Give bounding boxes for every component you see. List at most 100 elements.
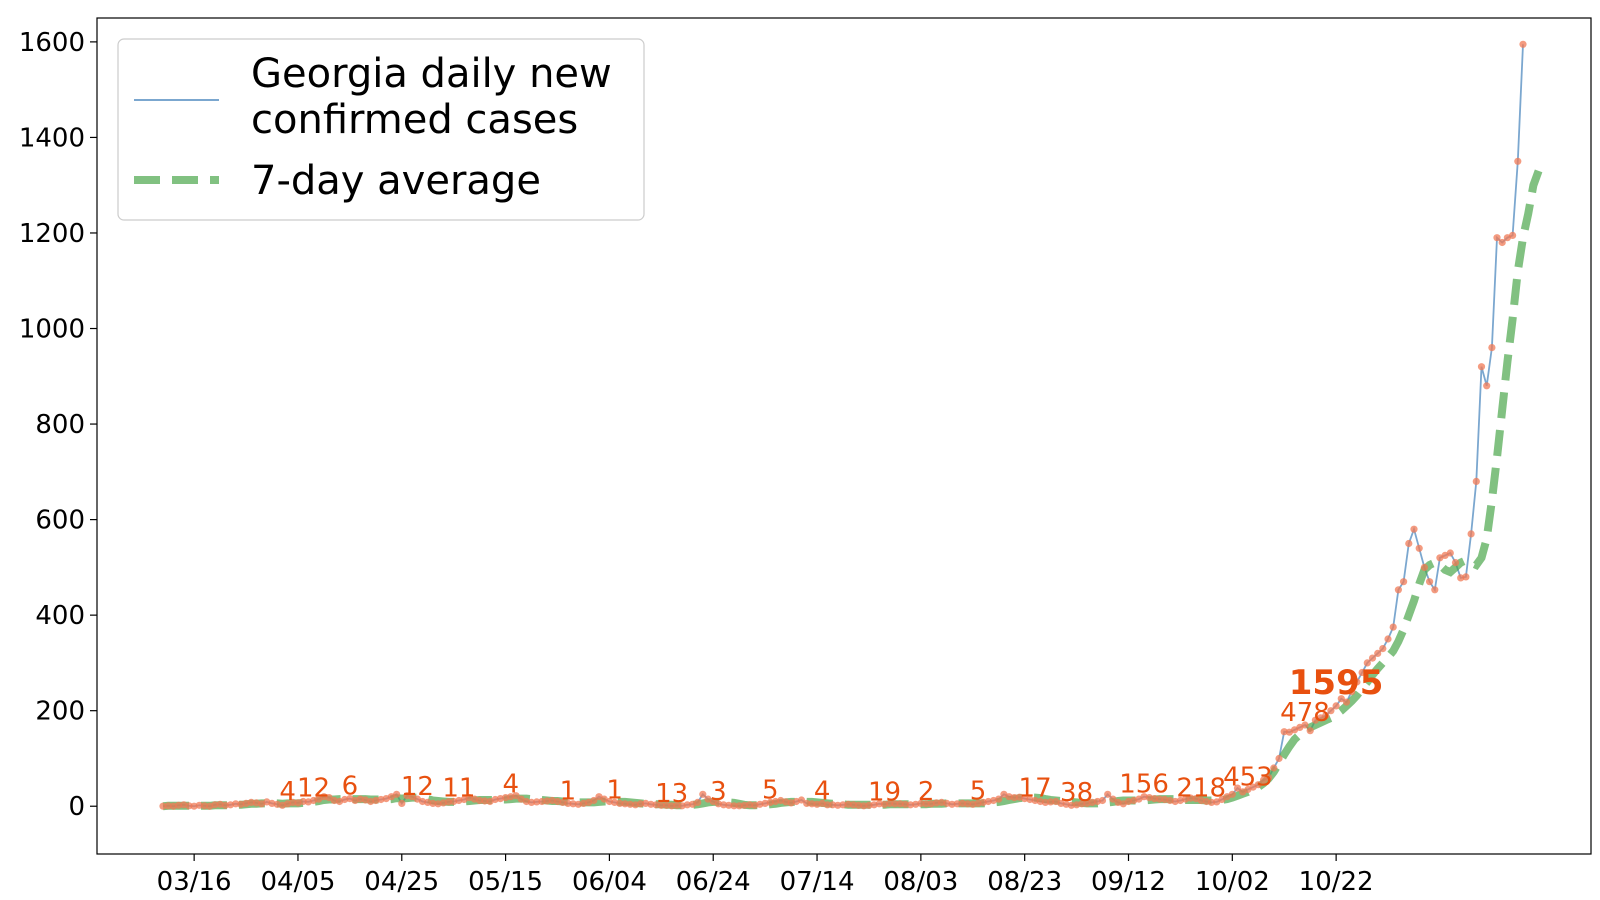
annotation-label: 13: [655, 779, 688, 809]
data-point: [1156, 795, 1164, 803]
data-point: [1078, 800, 1086, 808]
data-point: [1472, 477, 1480, 485]
data-point: [1322, 711, 1330, 720]
data-point: [1280, 728, 1288, 736]
data-point: [1047, 798, 1055, 806]
data-point: [159, 802, 167, 810]
annotation-label: 6: [342, 772, 359, 802]
annotation-label: 4: [814, 776, 831, 806]
data-point: [1254, 781, 1262, 789]
data-point: [1394, 586, 1402, 594]
data-point: [569, 800, 577, 808]
data-point: [1104, 790, 1112, 798]
data-point: [958, 799, 967, 808]
data-point: [1431, 586, 1439, 594]
data-point: [393, 790, 401, 798]
annotation-label: 3: [710, 777, 727, 807]
y-tick-label: 1400: [19, 123, 85, 153]
data-point: [211, 801, 219, 809]
data-point: [803, 799, 811, 808]
x-tick-label: 08/03: [883, 867, 958, 897]
annotation-label: 5: [762, 775, 779, 805]
legend-average-label: 7-day average: [251, 158, 541, 204]
data-point: [720, 801, 728, 809]
annotation-label: 17: [1019, 774, 1052, 804]
data-point: [1400, 578, 1408, 586]
data-point: [860, 802, 868, 810]
data-point: [855, 801, 863, 809]
y-tick-label: 0: [68, 792, 85, 822]
data-point: [1379, 645, 1387, 653]
data-point: [886, 799, 894, 808]
data-point: [1363, 659, 1371, 667]
data-point: [1509, 231, 1517, 239]
annotation-label: 12: [297, 774, 330, 804]
data-point: [476, 796, 484, 805]
data-point: [922, 800, 930, 808]
data-point: [195, 801, 203, 809]
y-tick-label: 400: [35, 601, 85, 631]
data-point: [1389, 623, 1397, 631]
data-point: [1426, 578, 1434, 586]
data-point: [1353, 678, 1361, 686]
data-point: [652, 801, 660, 809]
data-point: [1207, 798, 1216, 807]
data-point: [200, 802, 209, 810]
data-point: [699, 790, 707, 798]
data-point: [849, 801, 858, 809]
x-tick-label: 06/24: [676, 867, 751, 897]
data-point: [896, 800, 904, 808]
data-point: [481, 797, 489, 805]
data-point: [906, 801, 915, 809]
x-tick-label: 09/12: [1091, 867, 1166, 897]
data-point: [1187, 794, 1195, 802]
annotation-label: 1595: [1289, 663, 1384, 703]
data-point: [1275, 754, 1283, 763]
data-point: [1368, 654, 1377, 662]
data-point: [694, 798, 702, 807]
data-point: [175, 801, 183, 809]
data-point: [1451, 559, 1460, 567]
data-point: [740, 801, 749, 809]
data-point: [538, 797, 546, 806]
y-tick-label: 1200: [19, 219, 85, 249]
data-point: [1446, 549, 1454, 557]
x-tick-label: 04/25: [364, 867, 439, 897]
data-point: [1301, 721, 1309, 729]
data-point: [657, 801, 665, 809]
data-point: [932, 799, 941, 807]
x-tick-label: 03/16: [157, 867, 232, 897]
x-tick-label: 08/23: [987, 867, 1062, 897]
data-point: [1270, 764, 1278, 772]
data-point: [662, 801, 671, 809]
data-point: [1493, 234, 1501, 242]
data-point: [527, 798, 536, 807]
annotation-label: 2: [918, 777, 935, 807]
y-tick-label: 600: [35, 506, 85, 536]
data-point: [533, 798, 541, 806]
data-point: [746, 801, 754, 809]
data-point: [1462, 573, 1470, 581]
data-point: [444, 798, 453, 806]
data-point: [995, 795, 1003, 803]
annotation-label: 19: [868, 777, 901, 807]
x-tick-label: 07/14: [780, 867, 855, 897]
data-point: [1467, 530, 1475, 538]
data-point: [232, 800, 240, 808]
data-point: [543, 797, 551, 805]
data-point: [1098, 796, 1107, 805]
plot-frame: [96, 17, 1592, 855]
data-point: [1348, 688, 1356, 696]
data-point: [1010, 794, 1018, 802]
data-point: [829, 801, 837, 809]
x-tick-label: 05/15: [468, 867, 543, 897]
data-point: [668, 802, 676, 810]
y-axis: 0 200 400 600 800 1000 1200 1400 1600: [19, 28, 97, 822]
data-point: [1415, 544, 1423, 552]
annotation-label: 1: [606, 775, 623, 805]
y-tick-label: 1600: [19, 28, 85, 58]
data-point: [1477, 363, 1486, 371]
y-tick-label: 200: [35, 697, 85, 727]
